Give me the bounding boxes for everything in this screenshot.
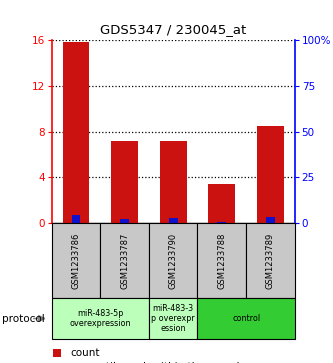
Bar bbox=[266, 217, 275, 223]
Bar bbox=[149, 223, 197, 298]
Bar bbox=[257, 126, 284, 223]
Bar bbox=[169, 218, 177, 223]
Text: GSM1233787: GSM1233787 bbox=[120, 232, 129, 289]
Bar bbox=[208, 184, 235, 223]
Bar bbox=[111, 141, 138, 223]
Bar bbox=[52, 298, 149, 339]
Title: GDS5347 / 230045_at: GDS5347 / 230045_at bbox=[100, 23, 246, 36]
Text: percentile rank within the sample: percentile rank within the sample bbox=[70, 362, 246, 363]
Bar bbox=[197, 298, 295, 339]
Bar bbox=[52, 223, 100, 298]
Bar bbox=[120, 219, 129, 223]
Text: count: count bbox=[70, 347, 100, 358]
Text: GSM1233790: GSM1233790 bbox=[168, 232, 178, 289]
Text: GSM1233789: GSM1233789 bbox=[266, 232, 275, 289]
Bar bbox=[72, 215, 80, 223]
Bar bbox=[217, 222, 226, 223]
Bar bbox=[246, 223, 295, 298]
Text: control: control bbox=[232, 314, 260, 323]
Bar bbox=[197, 223, 246, 298]
Bar bbox=[100, 223, 149, 298]
Text: miR-483-3
p overexpr
ession: miR-483-3 p overexpr ession bbox=[151, 303, 195, 334]
Bar bbox=[160, 141, 186, 223]
Text: miR-483-5p
overexpression: miR-483-5p overexpression bbox=[70, 309, 131, 328]
Bar bbox=[63, 42, 89, 223]
Text: GSM1233786: GSM1233786 bbox=[71, 232, 81, 289]
Text: protocol: protocol bbox=[2, 314, 44, 323]
Bar bbox=[149, 298, 197, 339]
Text: GSM1233788: GSM1233788 bbox=[217, 232, 226, 289]
